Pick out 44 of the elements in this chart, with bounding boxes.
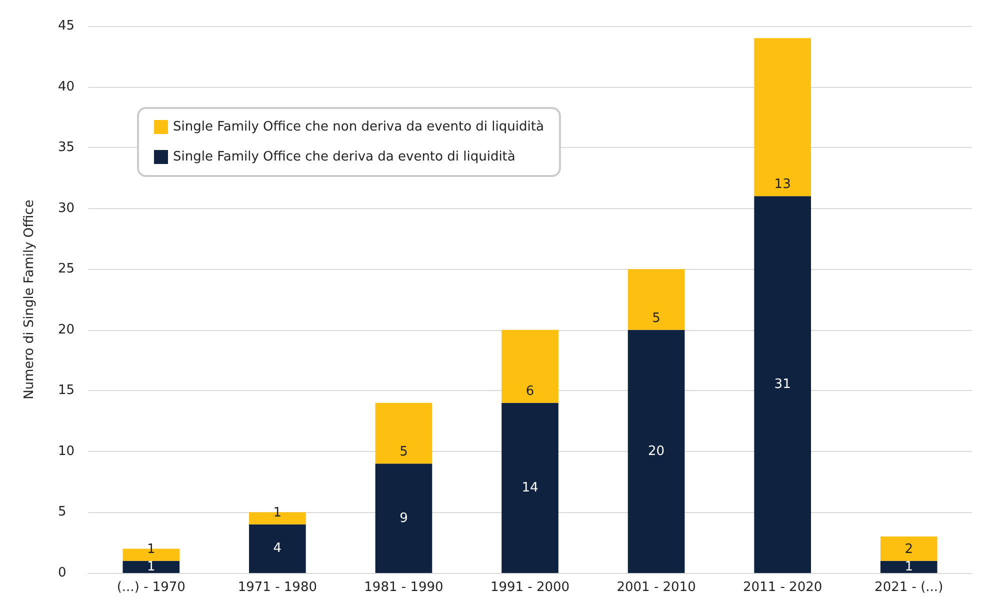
bar <box>122 560 180 573</box>
y-tick-label: 30 <box>58 200 75 216</box>
x-tick-label: 1991 - 2000 <box>490 580 570 595</box>
data-label: 5 <box>400 444 408 460</box>
y-tick-label: 15 <box>58 383 75 398</box>
x-tick-label: 1971 - 1980 <box>238 580 317 595</box>
data-label: 9 <box>400 510 408 526</box>
bar <box>375 402 432 464</box>
x-tick-label: 2021 - (...) <box>874 580 944 595</box>
data-label: 1 <box>147 559 156 574</box>
x-tick-label: 1981 - 1990 <box>364 580 444 595</box>
data-label: 2 <box>904 542 913 557</box>
bar <box>880 560 938 573</box>
bar <box>628 269 685 330</box>
y-tick-label: 45 <box>58 18 75 34</box>
y-tick-label: 25 <box>58 262 75 277</box>
y-tick-label: 0 <box>58 566 66 580</box>
data-label: 20 <box>648 444 665 459</box>
bar <box>249 524 306 573</box>
data-label: 14 <box>522 480 538 496</box>
bar <box>628 330 685 573</box>
y-tick-label: 40 <box>58 79 75 94</box>
legend-label: Single Family Office che non deriva da evento di liquidità <box>173 120 544 134</box>
data-label: 13 <box>774 177 791 192</box>
data-label: 6 <box>526 384 534 399</box>
data-label: 1 <box>904 559 913 574</box>
y-tick-label: 35 <box>58 140 75 156</box>
y-axis-title: Numero di Single Family Office <box>22 200 37 400</box>
bar <box>754 196 811 573</box>
data-label: 31 <box>774 377 791 392</box>
y-tick-label: 5 <box>58 504 66 520</box>
data-label: 4 <box>273 541 282 556</box>
y-tick-label: 10 <box>58 444 75 459</box>
x-tick-label: 2001 - 2010 <box>616 580 696 595</box>
bar <box>754 38 811 196</box>
x-tick-label: 2011 - 2020 <box>743 580 822 595</box>
bar <box>502 402 558 573</box>
data-label: 5 <box>652 310 660 326</box>
bar <box>375 464 432 573</box>
bar <box>880 536 938 561</box>
y-tick-label: 20 <box>58 322 75 338</box>
legend-label: Single Family Office che deriva da evento di liquidità <box>173 150 516 164</box>
x-tick-label: (...) - 1970 <box>116 580 186 595</box>
bar <box>502 330 558 403</box>
